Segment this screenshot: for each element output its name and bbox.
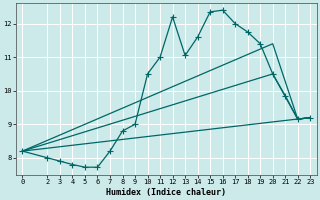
X-axis label: Humidex (Indice chaleur): Humidex (Indice chaleur): [106, 188, 226, 197]
